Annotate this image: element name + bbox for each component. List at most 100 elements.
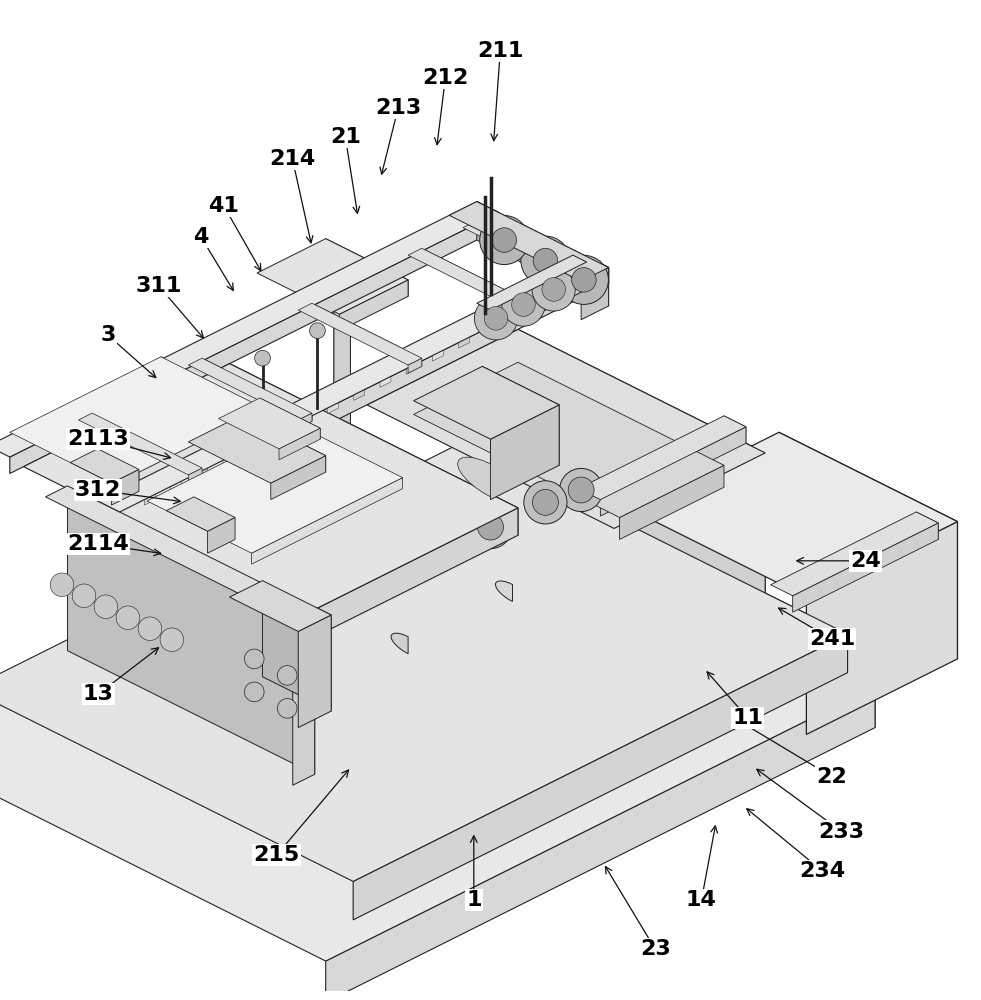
Polygon shape xyxy=(485,313,495,335)
Text: 212: 212 xyxy=(422,68,469,88)
Text: 41: 41 xyxy=(208,196,239,216)
Polygon shape xyxy=(147,425,402,553)
Circle shape xyxy=(116,606,139,629)
Polygon shape xyxy=(573,276,587,291)
Polygon shape xyxy=(219,398,320,449)
Circle shape xyxy=(425,843,442,861)
Circle shape xyxy=(377,867,394,885)
Polygon shape xyxy=(916,512,938,539)
Polygon shape xyxy=(188,468,202,483)
Polygon shape xyxy=(587,257,608,284)
Polygon shape xyxy=(243,414,326,472)
Polygon shape xyxy=(271,456,326,500)
Polygon shape xyxy=(395,843,402,896)
Circle shape xyxy=(532,268,575,311)
Polygon shape xyxy=(451,817,509,846)
Polygon shape xyxy=(298,425,402,489)
Polygon shape xyxy=(628,432,957,597)
Text: 211: 211 xyxy=(477,41,524,61)
Polygon shape xyxy=(298,413,312,428)
Circle shape xyxy=(244,649,264,669)
Circle shape xyxy=(397,857,415,875)
Polygon shape xyxy=(353,634,848,920)
Circle shape xyxy=(160,628,183,651)
Polygon shape xyxy=(529,832,590,862)
Circle shape xyxy=(512,293,536,316)
Text: 234: 234 xyxy=(799,861,846,881)
Polygon shape xyxy=(477,221,587,284)
Polygon shape xyxy=(10,357,265,485)
Polygon shape xyxy=(334,278,350,548)
Polygon shape xyxy=(367,859,425,888)
Polygon shape xyxy=(208,517,235,553)
Polygon shape xyxy=(409,836,416,889)
Polygon shape xyxy=(518,329,765,604)
Circle shape xyxy=(475,297,518,340)
Circle shape xyxy=(573,726,628,781)
Circle shape xyxy=(452,830,470,847)
Polygon shape xyxy=(0,202,498,457)
Polygon shape xyxy=(579,416,746,500)
Polygon shape xyxy=(793,523,938,612)
Text: 23: 23 xyxy=(640,939,671,959)
Polygon shape xyxy=(194,497,235,539)
Polygon shape xyxy=(230,581,332,631)
Circle shape xyxy=(492,228,517,252)
Polygon shape xyxy=(620,465,724,539)
Polygon shape xyxy=(257,239,408,314)
Polygon shape xyxy=(223,444,233,466)
Polygon shape xyxy=(573,255,587,289)
Circle shape xyxy=(278,699,297,718)
Polygon shape xyxy=(414,366,559,439)
Circle shape xyxy=(209,586,223,600)
Circle shape xyxy=(44,669,58,682)
Text: 21: 21 xyxy=(330,127,361,147)
Polygon shape xyxy=(495,581,512,602)
Polygon shape xyxy=(354,378,365,400)
Polygon shape xyxy=(312,303,422,366)
Polygon shape xyxy=(468,809,526,838)
Circle shape xyxy=(429,614,442,627)
Polygon shape xyxy=(518,362,724,487)
Polygon shape xyxy=(298,303,422,365)
Circle shape xyxy=(648,641,662,655)
Polygon shape xyxy=(260,398,320,439)
Polygon shape xyxy=(71,449,139,483)
Polygon shape xyxy=(443,819,450,872)
Circle shape xyxy=(404,854,422,871)
Polygon shape xyxy=(249,431,260,453)
Polygon shape xyxy=(408,358,422,373)
Circle shape xyxy=(346,655,360,669)
Polygon shape xyxy=(312,508,518,638)
Polygon shape xyxy=(477,255,587,310)
Polygon shape xyxy=(553,766,610,795)
Circle shape xyxy=(439,837,456,854)
Polygon shape xyxy=(436,467,875,728)
Polygon shape xyxy=(318,270,350,287)
Circle shape xyxy=(390,861,408,878)
Polygon shape xyxy=(590,261,600,283)
Circle shape xyxy=(432,840,449,858)
Circle shape xyxy=(469,505,512,549)
Polygon shape xyxy=(120,268,608,528)
Circle shape xyxy=(73,584,96,608)
Circle shape xyxy=(181,737,195,751)
Circle shape xyxy=(559,255,608,304)
Circle shape xyxy=(502,283,545,326)
Circle shape xyxy=(384,864,401,882)
Polygon shape xyxy=(463,221,587,283)
Circle shape xyxy=(447,815,467,835)
Polygon shape xyxy=(382,850,388,903)
Polygon shape xyxy=(92,413,202,476)
Polygon shape xyxy=(375,909,436,939)
Circle shape xyxy=(572,268,596,292)
Polygon shape xyxy=(380,365,391,387)
Polygon shape xyxy=(78,413,202,475)
Text: 22: 22 xyxy=(816,767,848,787)
Polygon shape xyxy=(486,800,542,829)
Polygon shape xyxy=(464,809,471,861)
Polygon shape xyxy=(301,405,312,427)
Circle shape xyxy=(524,481,567,524)
Polygon shape xyxy=(411,789,631,943)
Polygon shape xyxy=(10,213,498,474)
